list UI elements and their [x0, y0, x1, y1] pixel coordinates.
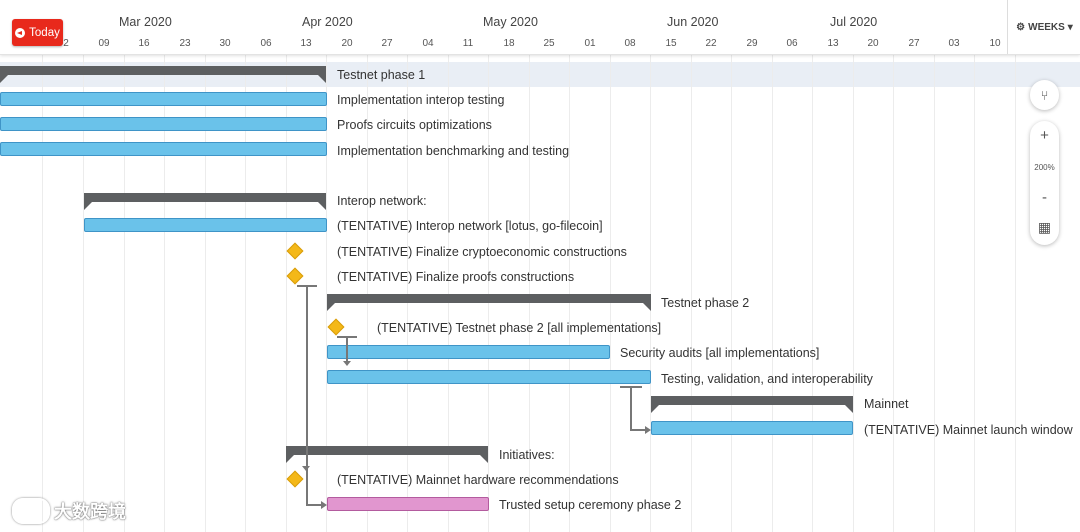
- task-label[interactable]: Testnet phase 1: [337, 68, 426, 82]
- day-label: 25: [543, 38, 555, 49]
- today-button[interactable]: Today: [12, 19, 63, 46]
- day-label: 16: [138, 38, 150, 49]
- day-label: 06: [260, 38, 272, 49]
- scale-dropdown[interactable]: ⚙ WEEKS ▾: [1007, 0, 1080, 54]
- milestone-diamond[interactable]: [327, 318, 345, 336]
- day-label: 13: [300, 38, 312, 49]
- day-label: 01: [584, 38, 596, 49]
- day-label: 23: [179, 38, 191, 49]
- scale-dropdown-label: WEEKS: [1028, 21, 1065, 33]
- task-label[interactable]: Implementation interop testing: [337, 93, 505, 107]
- task-label[interactable]: (TENTATIVE) Finalize proofs construction…: [337, 270, 575, 284]
- day-label: 27: [381, 38, 393, 49]
- task-label[interactable]: Mainnet: [864, 397, 909, 411]
- task-bar[interactable]: [327, 370, 651, 384]
- day-label: 11: [462, 38, 474, 49]
- task-label[interactable]: (TENTATIVE) Mainnet hardware recommendat…: [337, 473, 619, 487]
- day-label: 04: [422, 38, 434, 49]
- task-label[interactable]: (TENTATIVE) Interop network [lotus, go-f…: [337, 219, 603, 233]
- day-label: 30: [219, 38, 231, 49]
- arrow-left-circle-icon: [15, 27, 26, 38]
- milestone-diamond[interactable]: [286, 242, 304, 260]
- summary-bar-interop-network[interactable]: [84, 193, 326, 211]
- watermark-logo-icon: [12, 498, 50, 524]
- day-label: 13: [827, 38, 839, 49]
- zoom-out-button[interactable]: -: [1042, 189, 1047, 206]
- task-bar[interactable]: [84, 218, 327, 232]
- month-label: Jul 2020: [830, 15, 878, 29]
- gear-icon: ⚙: [1016, 21, 1026, 33]
- day-label: 29: [746, 38, 758, 49]
- summary-bar-mainnet[interactable]: [651, 396, 853, 414]
- task-label[interactable]: Interop network:: [337, 194, 427, 208]
- summary-bar-initiatives[interactable]: [286, 446, 488, 464]
- summary-bar-testnet-phase-1[interactable]: [0, 66, 326, 84]
- day-label: 20: [867, 38, 879, 49]
- task-label[interactable]: (TENTATIVE) Mainnet launch window: [864, 423, 1073, 437]
- task-label[interactable]: (TENTATIVE) Finalize cryptoeconomic cons…: [337, 245, 627, 259]
- month-label: Jun 2020: [667, 15, 719, 29]
- today-button-label: Today: [29, 26, 60, 39]
- milestone-diamond[interactable]: [286, 267, 304, 285]
- day-label: 20: [341, 38, 353, 49]
- map-icon[interactable]: ▦: [1037, 219, 1052, 235]
- task-label[interactable]: Trusted setup ceremony phase 2: [499, 498, 682, 512]
- task-bar[interactable]: [651, 421, 853, 435]
- critical-path-button[interactable]: ⑂: [1030, 80, 1059, 110]
- task-bar[interactable]: [0, 92, 327, 106]
- task-label[interactable]: Implementation benchmarking and testing: [337, 144, 570, 158]
- day-label: 18: [503, 38, 515, 49]
- day-label: 10: [989, 38, 1001, 49]
- task-bar[interactable]: [0, 117, 327, 131]
- month-label: Apr 2020: [302, 15, 353, 29]
- day-label: 15: [665, 38, 677, 49]
- day-label: 03: [948, 38, 960, 49]
- task-label[interactable]: Testnet phase 2: [661, 296, 750, 310]
- day-label: 22: [705, 38, 717, 49]
- task-label[interactable]: Initiatives:: [499, 448, 555, 462]
- summary-bar-testnet-phase-2[interactable]: [327, 294, 651, 312]
- task-bar[interactable]: [327, 345, 610, 359]
- task-label[interactable]: Proofs circuits optimizations: [337, 118, 492, 132]
- month-label: May 2020: [483, 15, 538, 29]
- task-label[interactable]: Testing, validation, and interoperabilit…: [661, 372, 873, 386]
- branch-icon: ⑂: [1040, 87, 1049, 103]
- day-label: 2: [63, 38, 69, 49]
- day-label: 06: [786, 38, 798, 49]
- watermark: 大数跨境: [12, 498, 126, 524]
- task-bar[interactable]: [327, 497, 489, 511]
- zoom-in-button[interactable]: +: [1040, 127, 1049, 144]
- task-label[interactable]: Security audits [all implementations]: [620, 346, 820, 360]
- zoom-level: 200%: [1034, 163, 1055, 172]
- task-bar[interactable]: [0, 142, 327, 156]
- day-label: 27: [908, 38, 920, 49]
- timeline-header: Mar 2020 Apr 2020 May 2020 Jun 2020 Jul …: [0, 0, 1080, 55]
- month-label: Mar 2020: [119, 15, 172, 29]
- watermark-text: 大数跨境: [54, 502, 126, 522]
- day-label: 09: [98, 38, 110, 49]
- caret-down-icon: ▾: [1067, 21, 1073, 33]
- milestone-diamond[interactable]: [286, 470, 304, 488]
- task-label[interactable]: (TENTATIVE) Testnet phase 2 [all impleme…: [377, 321, 662, 335]
- day-label: 08: [624, 38, 636, 49]
- zoom-controls: + 200% - ▦: [1030, 121, 1059, 245]
